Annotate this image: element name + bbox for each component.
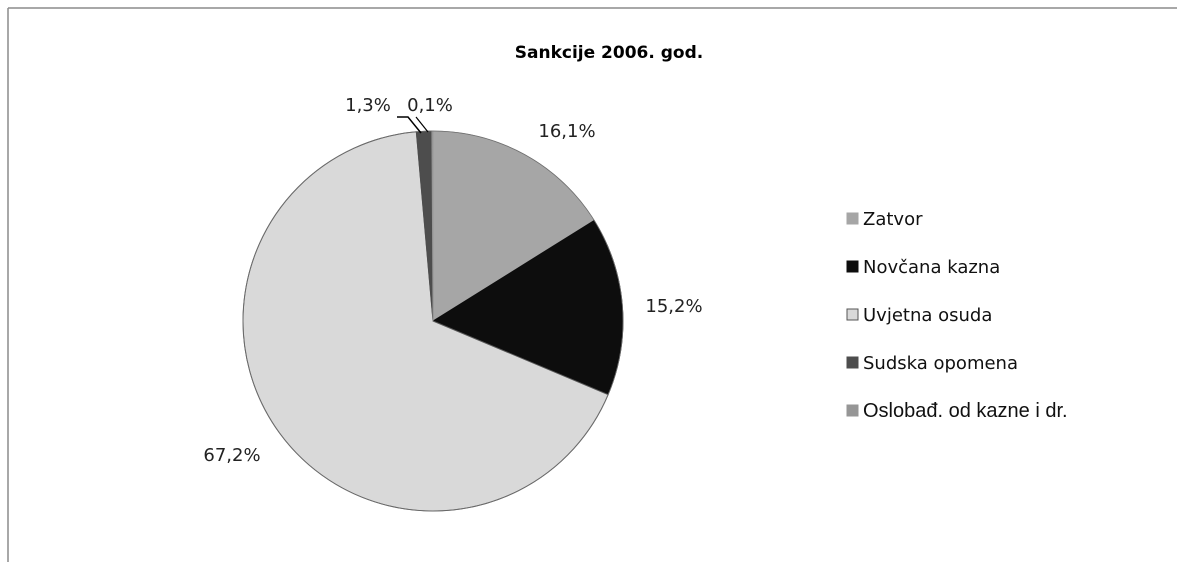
leader-lines: [397, 116, 429, 134]
legend-label-3: Uvjetna osuda: [863, 305, 992, 326]
legend-swatch-4: [846, 356, 859, 369]
legend: Zatvor Novčana kazna Uvjetna osuda Sudska o…: [846, 209, 1068, 422]
data-label-3: 67,2%: [203, 445, 260, 466]
chart-title: Sankcije 2006. god.: [515, 43, 703, 63]
pie-outline: [242, 130, 624, 512]
data-labels: 16,1% 15,2% 67,2% 1,3% 0,1%: [203, 95, 702, 466]
data-label-5: 0,1%: [407, 95, 453, 116]
legend-label-1: Zatvor: [863, 209, 923, 230]
legend-swatch-1: [846, 212, 859, 225]
legend-label-4: Sudska opomena: [863, 353, 1018, 374]
legend-label-2: Novčana kazna: [863, 257, 1000, 278]
legend-swatch-2: [846, 260, 859, 273]
legend-label-5: Oslobađ. od kazne i dr.: [863, 400, 1068, 422]
leader-line-sudska-opomena: [397, 116, 422, 134]
legend-swatch-5: [846, 404, 859, 417]
data-label-4: 1,3%: [345, 95, 391, 116]
data-label-2: 15,2%: [645, 296, 702, 317]
data-label-1: 16,1%: [538, 121, 595, 142]
pie-slices: [242, 130, 624, 512]
legend-swatch-3: [846, 308, 859, 321]
leader-line-oslobad: [415, 116, 429, 133]
